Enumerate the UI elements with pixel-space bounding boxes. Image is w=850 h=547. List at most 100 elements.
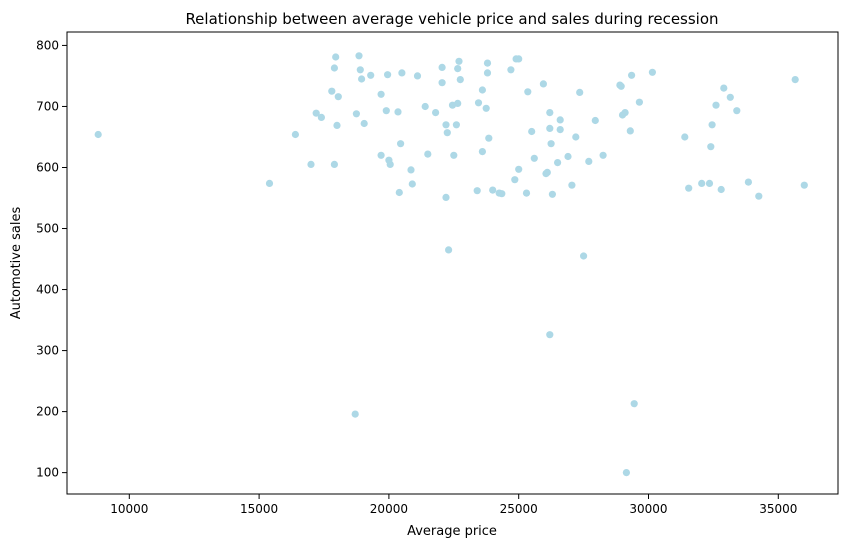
data-point-49 bbox=[474, 99, 483, 107]
x-axis-label: Average price bbox=[407, 524, 497, 539]
data-point-9 bbox=[332, 53, 340, 61]
data-point-92 bbox=[626, 127, 634, 135]
data-point-84 bbox=[585, 157, 593, 165]
data-point-19 bbox=[377, 151, 385, 159]
data-point-68 bbox=[539, 80, 548, 88]
data-point-17 bbox=[360, 119, 368, 128]
data-point-82 bbox=[576, 88, 584, 96]
data-point-81 bbox=[572, 133, 580, 141]
data-point-58 bbox=[498, 190, 506, 198]
data-point-111 bbox=[800, 181, 808, 189]
data-point-90 bbox=[621, 109, 629, 117]
data-point-15 bbox=[356, 66, 364, 74]
data-point-22 bbox=[384, 71, 392, 79]
x-tick-label-25000: 25000 bbox=[500, 502, 538, 516]
data-point-71 bbox=[546, 109, 554, 117]
data-point-5 bbox=[317, 113, 325, 121]
y-tick-label-600: 600 bbox=[36, 160, 59, 174]
data-point-44 bbox=[454, 99, 462, 107]
data-point-10 bbox=[333, 121, 341, 129]
data-point-29 bbox=[407, 166, 415, 174]
data-point-75 bbox=[548, 190, 557, 198]
data-point-65 bbox=[524, 88, 532, 96]
data-point-78 bbox=[556, 126, 564, 134]
data-point-1 bbox=[265, 179, 274, 187]
data-point-16 bbox=[358, 75, 366, 83]
data-point-86 bbox=[599, 151, 607, 159]
plot-frame bbox=[66, 31, 839, 495]
data-point-67 bbox=[530, 154, 538, 162]
data-point-42 bbox=[450, 151, 458, 159]
x-axis: 10000 15000 20000 25000 30000 35000 bbox=[110, 494, 797, 516]
data-point-33 bbox=[424, 150, 432, 158]
data-point-95 bbox=[635, 98, 644, 106]
data-point-6 bbox=[328, 87, 336, 95]
data-point-104 bbox=[717, 185, 725, 194]
data-point-59 bbox=[507, 66, 515, 74]
data-point-30 bbox=[408, 180, 416, 188]
data-point-40 bbox=[445, 246, 453, 254]
data-point-108 bbox=[744, 178, 753, 186]
data-point-73 bbox=[546, 124, 554, 132]
y-tick-label-400: 400 bbox=[36, 283, 59, 297]
data-point-12 bbox=[351, 410, 359, 418]
data-point-51 bbox=[478, 86, 486, 94]
data-point-110 bbox=[791, 76, 799, 84]
data-point-96 bbox=[648, 68, 657, 76]
data-point-2 bbox=[291, 130, 299, 139]
x-tick-label-30000: 30000 bbox=[629, 502, 667, 516]
data-point-34 bbox=[432, 109, 440, 117]
data-point-45 bbox=[454, 65, 462, 73]
data-point-27 bbox=[397, 140, 405, 148]
data-point-28 bbox=[398, 69, 406, 77]
data-point-8 bbox=[330, 64, 338, 72]
data-point-63 bbox=[515, 55, 523, 63]
data-point-14 bbox=[355, 52, 363, 60]
data-point-79 bbox=[564, 152, 572, 161]
data-point-24 bbox=[386, 160, 394, 168]
data-point-91 bbox=[622, 469, 631, 477]
data-point-25 bbox=[394, 108, 402, 116]
y-tick-label-100: 100 bbox=[36, 466, 59, 480]
data-point-43 bbox=[452, 121, 460, 129]
data-point-32 bbox=[421, 102, 429, 111]
data-point-99 bbox=[698, 179, 706, 187]
data-point-11 bbox=[334, 93, 342, 101]
data-point-39 bbox=[443, 129, 451, 137]
x-tick-label-15000: 15000 bbox=[240, 502, 278, 516]
data-point-107 bbox=[733, 107, 741, 115]
data-point-64 bbox=[522, 189, 531, 197]
data-point-0 bbox=[94, 130, 102, 139]
data-point-18 bbox=[367, 71, 375, 79]
data-point-101 bbox=[707, 143, 715, 151]
data-point-103 bbox=[712, 101, 720, 109]
y-tick-label-800: 800 bbox=[36, 38, 59, 52]
data-point-48 bbox=[473, 187, 481, 195]
data-point-100 bbox=[705, 179, 714, 187]
data-point-47 bbox=[456, 76, 464, 84]
x-tick-label-20000: 20000 bbox=[370, 502, 408, 516]
data-point-4 bbox=[312, 109, 320, 117]
data-point-105 bbox=[720, 84, 728, 92]
data-point-56 bbox=[489, 186, 497, 194]
data-point-21 bbox=[382, 107, 390, 115]
data-point-54 bbox=[483, 59, 492, 67]
y-tick-label-300: 300 bbox=[36, 344, 59, 358]
data-point-76 bbox=[554, 159, 562, 167]
data-point-72 bbox=[546, 331, 554, 339]
x-tick-label-35000: 35000 bbox=[759, 502, 797, 516]
data-point-52 bbox=[482, 104, 490, 112]
data-point-102 bbox=[708, 121, 716, 129]
data-point-85 bbox=[591, 116, 599, 125]
y-axis: 100 200 300 400 500 600 700 800 bbox=[36, 38, 67, 480]
data-point-3 bbox=[307, 160, 315, 168]
x-tick-label-10000: 10000 bbox=[110, 502, 148, 516]
data-point-20 bbox=[377, 90, 385, 98]
y-tick-label-700: 700 bbox=[36, 99, 59, 113]
data-point-77 bbox=[556, 116, 564, 124]
data-point-66 bbox=[528, 127, 536, 136]
data-point-97 bbox=[681, 133, 689, 141]
data-point-35 bbox=[438, 79, 446, 87]
data-point-109 bbox=[755, 192, 763, 200]
